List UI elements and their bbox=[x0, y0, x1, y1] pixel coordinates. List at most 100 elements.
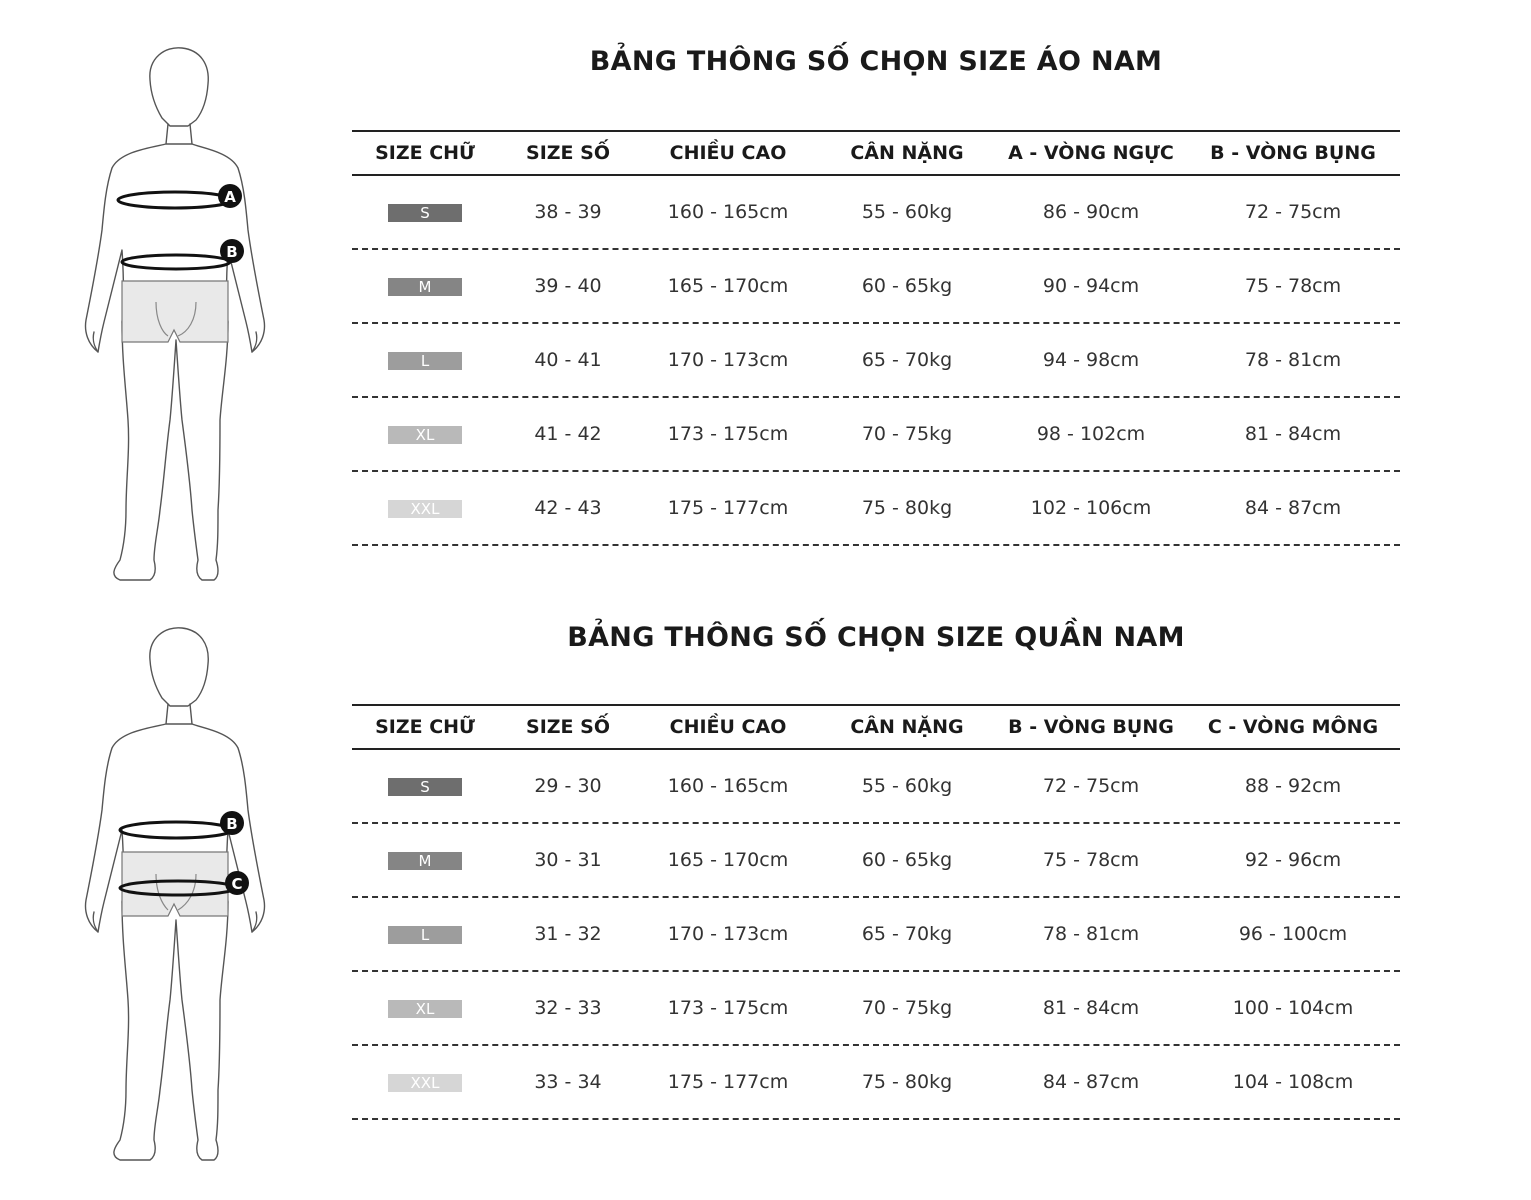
header-size-letter: SIZE CHỮ bbox=[375, 142, 475, 164]
weight-cell: 65 - 70kg bbox=[861, 349, 953, 371]
header-height: CHIỀU CAO bbox=[669, 142, 787, 164]
size-number-cell: 31 - 32 bbox=[534, 923, 602, 945]
size-number-cell: 29 - 30 bbox=[534, 775, 602, 797]
measure-1-cell: 90 - 94cm bbox=[1042, 275, 1140, 297]
header-weight: CÂN NẶNG bbox=[850, 142, 964, 164]
size-number-cell: 40 - 41 bbox=[534, 349, 602, 371]
table-row: XXL 33 - 34 175 - 177cm 75 - 80kg 84 - 87cm 1… bbox=[352, 1046, 1400, 1120]
header-chest: A - VÒNG NGỰC bbox=[1008, 142, 1174, 164]
size-number-cell: 30 - 31 bbox=[534, 849, 602, 871]
measure-2-cell: 92 - 96cm bbox=[1244, 849, 1342, 871]
size-letter-cell: S bbox=[352, 201, 498, 223]
size-number-cell: 42 - 43 bbox=[534, 497, 602, 519]
size-badge: S bbox=[388, 204, 462, 222]
pants-size-table: SIZE CHỮ SIZE SỐ CHIỀU CAO CÂN NẶNG B - … bbox=[352, 704, 1400, 1120]
header-size-letter: SIZE CHỮ bbox=[375, 716, 475, 738]
header-height: CHIỀU CAO bbox=[669, 716, 787, 738]
size-badge: M bbox=[388, 278, 462, 296]
table-row: M 30 - 31 165 - 170cm 60 - 65kg 75 - 78cm 92 … bbox=[352, 824, 1400, 898]
size-letter-cell: M bbox=[352, 849, 498, 871]
table-row: L 40 - 41 170 - 173cm 65 - 70kg 94 - 98cm 78 … bbox=[352, 324, 1400, 398]
height-cell: 160 - 165cm bbox=[667, 775, 789, 797]
measure-2-cell: 88 - 92cm bbox=[1244, 775, 1342, 797]
table-row: S 29 - 30 160 - 165cm 55 - 60kg 72 - 75cm 88 … bbox=[352, 750, 1400, 824]
table-row: M 39 - 40 165 - 170cm 60 - 65kg 90 - 94cm 75 … bbox=[352, 250, 1400, 324]
height-cell: 160 - 165cm bbox=[667, 201, 789, 223]
pants-size-section: B C BẢNG THÔNG SỐ CHỌN SIZE QUẦN NAM SIZ… bbox=[0, 598, 1531, 1188]
measure-2-cell: 81 - 84cm bbox=[1244, 423, 1342, 445]
table-header: SIZE CHỮ SIZE SỐ CHIỀU CAO CÂN NẶNG B - … bbox=[352, 704, 1400, 750]
size-number-cell: 39 - 40 bbox=[534, 275, 602, 297]
size-badge: XL bbox=[388, 426, 462, 444]
svg-text:A: A bbox=[224, 188, 236, 206]
size-badge: XXL bbox=[388, 1074, 462, 1092]
height-cell: 175 - 177cm bbox=[667, 1071, 789, 1093]
size-letter-cell: XL bbox=[352, 997, 498, 1019]
measure-1-cell: 86 - 90cm bbox=[1042, 201, 1140, 223]
height-cell: 170 - 173cm bbox=[667, 349, 789, 371]
size-number-cell: 33 - 34 bbox=[534, 1071, 602, 1093]
measure-1-cell: 98 - 102cm bbox=[1036, 423, 1146, 445]
shirt-size-table: SIZE CHỮ SIZE SỐ CHIỀU CAO CÂN NẶNG A - … bbox=[352, 130, 1400, 546]
height-cell: 165 - 170cm bbox=[667, 275, 789, 297]
table-row: XL 41 - 42 173 - 175cm 70 - 75kg 98 - 102cm 8… bbox=[352, 398, 1400, 472]
size-badge: M bbox=[388, 852, 462, 870]
weight-cell: 75 - 80kg bbox=[861, 1071, 953, 1093]
height-cell: 170 - 173cm bbox=[667, 923, 789, 945]
size-badge: XXL bbox=[388, 500, 462, 518]
measure-1-cell: 102 - 106cm bbox=[1030, 497, 1152, 519]
marker-b: B bbox=[220, 811, 244, 835]
table-row: L 31 - 32 170 - 173cm 65 - 70kg 78 - 81cm 96 … bbox=[352, 898, 1400, 972]
size-number-cell: 38 - 39 bbox=[534, 201, 602, 223]
size-letter-cell: M bbox=[352, 275, 498, 297]
measure-1-cell: 75 - 78cm bbox=[1042, 849, 1140, 871]
table-row: XL 32 - 33 173 - 175cm 70 - 75kg 81 - 84cm 10… bbox=[352, 972, 1400, 1046]
svg-text:C: C bbox=[231, 875, 242, 893]
measure-1-cell: 84 - 87cm bbox=[1042, 1071, 1140, 1093]
measure-1-cell: 72 - 75cm bbox=[1042, 775, 1140, 797]
size-letter-cell: L bbox=[352, 923, 498, 945]
marker-a: A bbox=[218, 184, 242, 208]
svg-text:B: B bbox=[226, 815, 237, 833]
measure-2-cell: 72 - 75cm bbox=[1244, 201, 1342, 223]
measure-2-cell: 78 - 81cm bbox=[1244, 349, 1342, 371]
height-cell: 173 - 175cm bbox=[667, 997, 789, 1019]
size-number-cell: 32 - 33 bbox=[534, 997, 602, 1019]
weight-cell: 65 - 70kg bbox=[861, 923, 953, 945]
header-size-number: SIZE SỐ bbox=[526, 142, 610, 164]
measure-1-cell: 94 - 98cm bbox=[1042, 349, 1140, 371]
size-number-cell: 41 - 42 bbox=[534, 423, 602, 445]
weight-cell: 55 - 60kg bbox=[861, 775, 953, 797]
weight-cell: 60 - 65kg bbox=[861, 275, 953, 297]
marker-c: C bbox=[225, 871, 249, 895]
header-hip: C - VÒNG MÔNG bbox=[1207, 716, 1379, 738]
weight-cell: 60 - 65kg bbox=[861, 849, 953, 871]
measure-1-cell: 81 - 84cm bbox=[1042, 997, 1140, 1019]
size-letter-cell: S bbox=[352, 775, 498, 797]
header-weight: CÂN NẶNG bbox=[850, 716, 964, 738]
header-belly: B - VÒNG BỤNG bbox=[1008, 716, 1174, 738]
weight-cell: 75 - 80kg bbox=[861, 497, 953, 519]
measure-2-cell: 104 - 108cm bbox=[1232, 1071, 1354, 1093]
table-row: XXL 42 - 43 175 - 177cm 75 - 80kg 102 - 106c… bbox=[352, 472, 1400, 546]
measure-2-cell: 100 - 104cm bbox=[1232, 997, 1354, 1019]
measure-1-cell: 78 - 81cm bbox=[1042, 923, 1140, 945]
shirt-size-section: A B BẢNG THÔNG SỐ CHỌN SIZE ÁO NAM SIZE … bbox=[0, 0, 1531, 590]
weight-cell: 70 - 75kg bbox=[861, 997, 953, 1019]
measure-2-cell: 96 - 100cm bbox=[1238, 923, 1348, 945]
size-badge: XL bbox=[388, 1000, 462, 1018]
table-header: SIZE CHỮ SIZE SỐ CHIỀU CAO CÂN NẶNG A - … bbox=[352, 130, 1400, 176]
height-cell: 175 - 177cm bbox=[667, 497, 789, 519]
body-figure-shirt: A B bbox=[70, 40, 300, 590]
header-size-number: SIZE SỐ bbox=[526, 716, 610, 738]
size-letter-cell: L bbox=[352, 349, 498, 371]
size-badge: L bbox=[388, 352, 462, 370]
shirt-table-title: BẢNG THÔNG SỐ CHỌN SIZE ÁO NAM bbox=[589, 46, 1163, 77]
svg-text:B: B bbox=[226, 243, 237, 261]
table-row: S 38 - 39 160 - 165cm 55 - 60kg 86 - 90cm 72 … bbox=[352, 176, 1400, 250]
marker-b: B bbox=[220, 239, 244, 263]
pants-table-title: BẢNG THÔNG SỐ CHỌN SIZE QUẦN NAM bbox=[567, 622, 1185, 653]
measure-2-cell: 75 - 78cm bbox=[1244, 275, 1342, 297]
height-cell: 165 - 170cm bbox=[667, 849, 789, 871]
weight-cell: 70 - 75kg bbox=[861, 423, 953, 445]
